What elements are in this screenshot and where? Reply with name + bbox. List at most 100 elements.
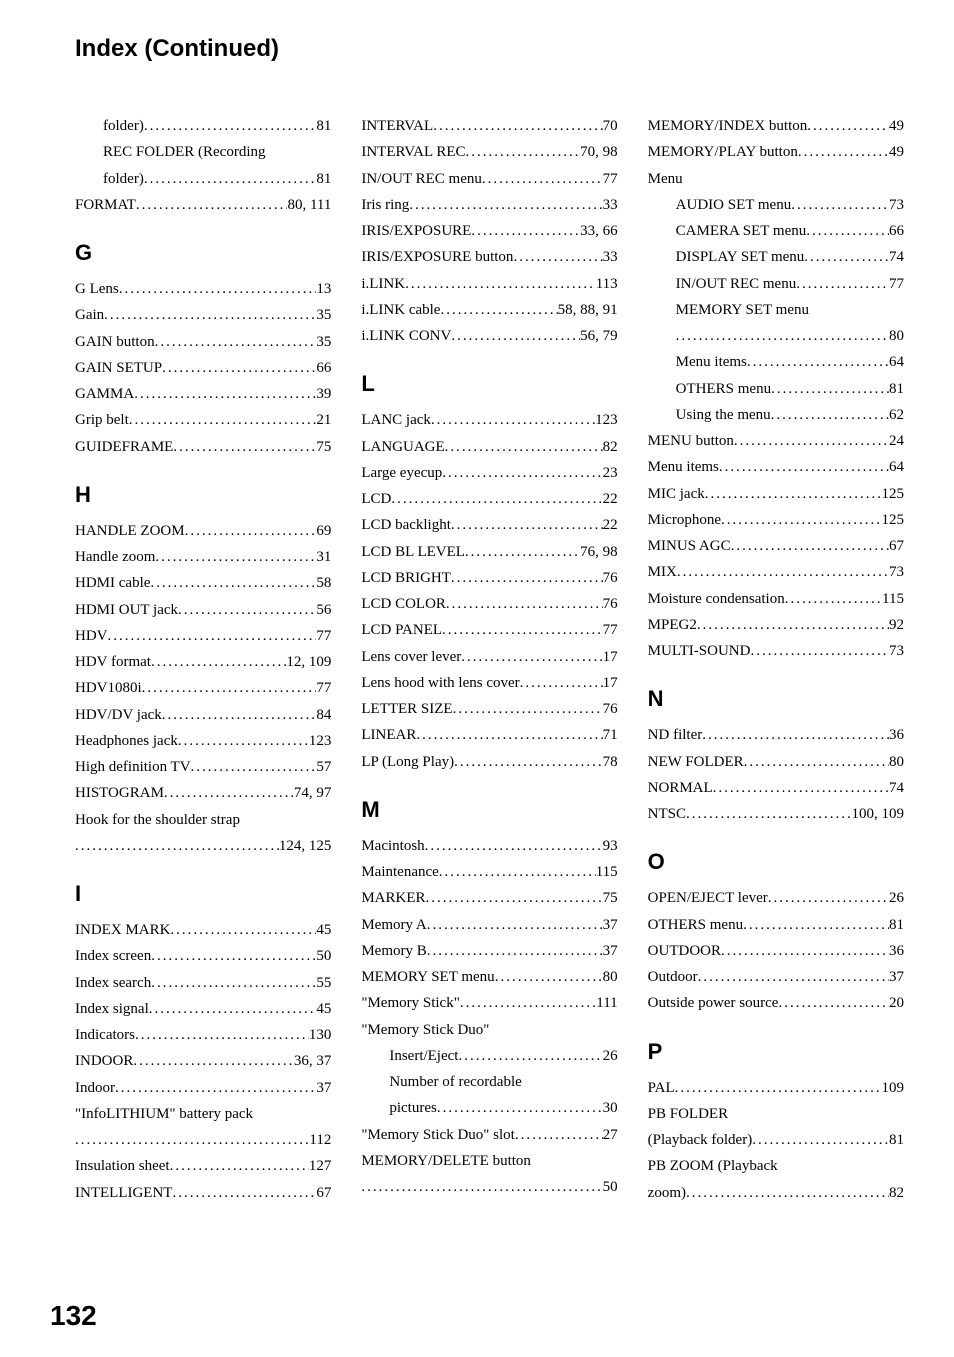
index-entry: INDOOR..................................… [75, 1048, 331, 1074]
index-entry: Memory B................................… [361, 938, 617, 964]
index-entry: Moisture condensation...................… [648, 586, 904, 612]
index-entry: NTSC....................................… [648, 801, 904, 827]
index-entry: i.LINK..................................… [361, 271, 617, 297]
index-entry: LP (Long Play)..........................… [361, 749, 617, 775]
index-entry: GAIN SETUP..............................… [75, 355, 331, 381]
index-entry: MPEG2...................................… [648, 612, 904, 638]
index-entry: LINEAR..................................… [361, 722, 617, 748]
section-heading: H [75, 482, 331, 508]
index-entry: Hook for the shoulder strap.............… [75, 807, 331, 860]
index-entry: Memory A................................… [361, 912, 617, 938]
index-entry: INTERVAL REC............................… [361, 139, 617, 165]
index-entry: Grip belt...............................… [75, 407, 331, 433]
index-entry: Lens cover lever........................… [361, 644, 617, 670]
index-entry: HDV.....................................… [75, 623, 331, 649]
index-entry: LCD COLOR...............................… [361, 591, 617, 617]
index-entry: Insert/Eject............................… [361, 1043, 617, 1069]
index-entry: Index screen............................… [75, 943, 331, 969]
index-entry: Menu [648, 166, 904, 192]
index-entry: CAMERA SET menu.........................… [648, 218, 904, 244]
index-entry: High definition TV......................… [75, 754, 331, 780]
index-entry: LANC jack...............................… [361, 407, 617, 433]
index-entry: "InfoLITHIUM" battery pack..............… [75, 1101, 331, 1154]
index-entry: "Memory Stick"..........................… [361, 990, 617, 1016]
index-entry: HDV format..............................… [75, 649, 331, 675]
index-entry: HDV/DV jack.............................… [75, 702, 331, 728]
page-title: Index (Continued) [75, 35, 904, 63]
index-entry: OPEN/EJECT lever........................… [648, 885, 904, 911]
index-entry: PAL.....................................… [648, 1075, 904, 1101]
index-entry: "Memory Stick Duo" slot.................… [361, 1122, 617, 1148]
index-entry: Iris ring...............................… [361, 192, 617, 218]
index-entry: Large eyecup............................… [361, 460, 617, 486]
index-entry: LETTER SIZE.............................… [361, 696, 617, 722]
index-entry: GUIDEFRAME..............................… [75, 434, 331, 460]
index-entry: Maintenance.............................… [361, 859, 617, 885]
index-entry: MARKER..................................… [361, 885, 617, 911]
index-entry: Handle zoom.............................… [75, 544, 331, 570]
index-entry: Outside power source....................… [648, 990, 904, 1016]
section-heading: N [648, 686, 904, 712]
section-heading: I [75, 881, 331, 907]
index-entry: OUTDOOR.................................… [648, 938, 904, 964]
index-entry: "Memory Stick Duo" [361, 1017, 617, 1043]
index-entry: INTERVAL................................… [361, 113, 617, 139]
index-entry: Gain....................................… [75, 302, 331, 328]
index-entry: MEMORY SET menu.........................… [648, 297, 904, 350]
index-entry: PB ZOOM (Playbackzoom)..................… [648, 1153, 904, 1206]
index-entry: LCD PANEL...............................… [361, 617, 617, 643]
index-entry: LCD.....................................… [361, 486, 617, 512]
index-entry: HDV1080i................................… [75, 675, 331, 701]
index-entry: MEMORY SET menu.........................… [361, 964, 617, 990]
index-entry: Using the menu..........................… [648, 402, 904, 428]
index-entry: LANGUAGE................................… [361, 434, 617, 460]
section-heading: P [648, 1039, 904, 1065]
index-entry: i.LINK cable............................… [361, 297, 617, 323]
index-entry: Lens hood with lens cover...............… [361, 670, 617, 696]
index-entry: Number of recordablepictures............… [361, 1069, 617, 1122]
index-entry: IRIS/EXPOSURE button....................… [361, 244, 617, 270]
section-heading: L [361, 371, 617, 397]
index-entry: MEMORY/DELETE button....................… [361, 1148, 617, 1201]
page-number: 132 [50, 1300, 97, 1332]
index-entry: Outdoor.................................… [648, 964, 904, 990]
index-entry: HANDLE ZOOM.............................… [75, 518, 331, 544]
index-entry: REC FOLDER (Recordingfolder)............… [75, 139, 331, 192]
index-entry: MIC jack................................… [648, 481, 904, 507]
index-entry: HDMI cable..............................… [75, 570, 331, 596]
index-entry: Insulation sheet........................… [75, 1153, 331, 1179]
index-entry: GAIN button.............................… [75, 329, 331, 355]
index-entry: MULTI-SOUND.............................… [648, 638, 904, 664]
index-entry: DISPLAY SET menu........................… [648, 244, 904, 270]
index-entry: MEMORY/INDEX button.....................… [648, 113, 904, 139]
index-entry: LCD BRIGHT..............................… [361, 565, 617, 591]
index-entry: Headphones jack.........................… [75, 728, 331, 754]
section-heading: M [361, 797, 617, 823]
index-entry: IN/OUT REC menu.........................… [361, 166, 617, 192]
index-entry: Menu items..............................… [648, 454, 904, 480]
index-entry: PB FOLDER(Playback folder)..............… [648, 1101, 904, 1154]
index-entry: ND filter...............................… [648, 722, 904, 748]
section-heading: G [75, 240, 331, 266]
index-entry: MEMORY/PLAY button......................… [648, 139, 904, 165]
index-entry: Microphone..............................… [648, 507, 904, 533]
index-entry: OTHERS menu.............................… [648, 376, 904, 402]
index-column: INTERVAL................................… [361, 113, 617, 1206]
index-entry: HISTOGRAM...............................… [75, 780, 331, 806]
index-entry: IN/OUT REC menu.........................… [648, 271, 904, 297]
index-entry: Index search............................… [75, 970, 331, 996]
index-entry: NORMAL..................................… [648, 775, 904, 801]
index-column: folder).................................… [75, 113, 331, 1206]
index-entry: GAMMA...................................… [75, 381, 331, 407]
index-entry: Indoor..................................… [75, 1075, 331, 1101]
index-entry: MINUS AGC...............................… [648, 533, 904, 559]
index-entry: G Lens..................................… [75, 276, 331, 302]
index-entry: Index signal............................… [75, 996, 331, 1022]
index-entry: AUDIO SET menu..........................… [648, 192, 904, 218]
index-entry: OTHERS menu.............................… [648, 912, 904, 938]
index-entry: INDEX MARK..............................… [75, 917, 331, 943]
index-entry: Menu items..............................… [648, 349, 904, 375]
index-entry: LCD BL LEVEL............................… [361, 539, 617, 565]
index-entry: NEW FOLDER..............................… [648, 749, 904, 775]
index-entry: IRIS/EXPOSURE...........................… [361, 218, 617, 244]
